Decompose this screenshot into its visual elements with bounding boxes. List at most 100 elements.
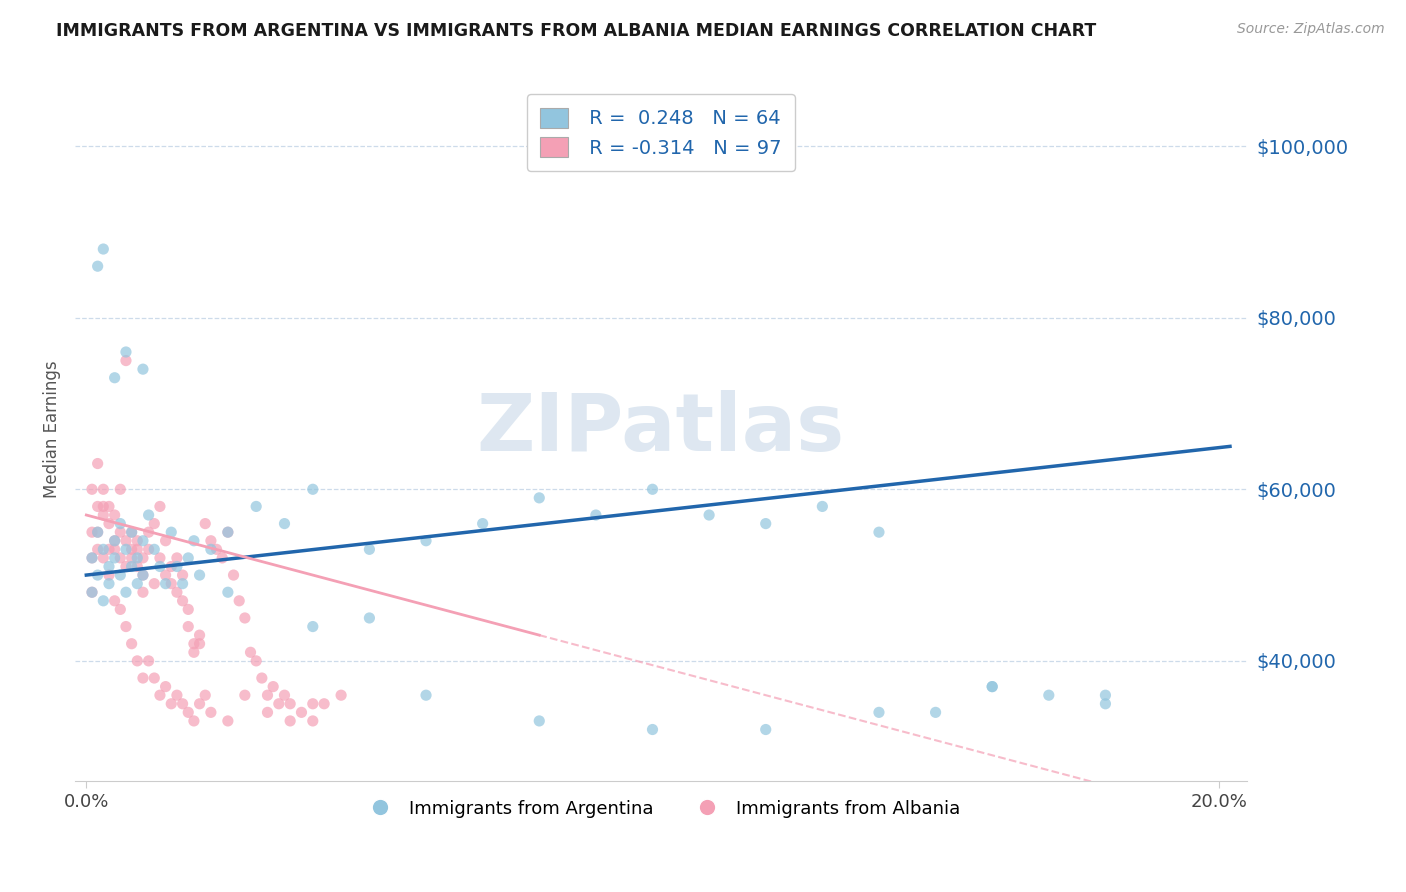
Point: [155, 568, 177, 582]
Point: [86, 500, 108, 514]
Point: [132, 585, 155, 599]
Point: [194, 516, 217, 531]
Point: [80, 585, 103, 599]
Point: [273, 516, 295, 531]
Point: [301, 619, 323, 633]
Point: [80, 483, 103, 497]
Point: [529, 491, 551, 505]
Point: [138, 542, 160, 557]
Point: [172, 697, 194, 711]
Point: [160, 525, 183, 540]
Point: [217, 525, 239, 540]
Point: [188, 637, 211, 651]
Point: [981, 680, 1004, 694]
Point: [245, 500, 267, 514]
Point: [641, 483, 664, 497]
Point: [110, 525, 132, 540]
Point: [143, 542, 166, 557]
Point: [110, 568, 132, 582]
Point: [314, 697, 336, 711]
Point: [755, 516, 778, 531]
Point: [149, 559, 172, 574]
Point: [80, 585, 103, 599]
Point: [172, 594, 194, 608]
Point: [200, 533, 222, 548]
Point: [143, 671, 166, 685]
Point: [188, 628, 211, 642]
Point: [110, 483, 132, 497]
Point: [91, 242, 114, 256]
Point: [301, 714, 323, 728]
Point: [104, 533, 127, 548]
Point: [143, 576, 166, 591]
Point: [217, 585, 239, 599]
Point: [132, 671, 155, 685]
Point: [91, 500, 114, 514]
Point: [697, 508, 720, 522]
Point: [86, 542, 108, 557]
Point: [121, 542, 143, 557]
Point: [194, 688, 217, 702]
Point: [811, 500, 834, 514]
Point: [183, 714, 205, 728]
Point: [155, 680, 177, 694]
Point: [121, 525, 143, 540]
Point: [91, 483, 114, 497]
Point: [80, 550, 103, 565]
Point: [86, 525, 108, 540]
Point: [121, 525, 143, 540]
Point: [127, 559, 149, 574]
Point: [149, 500, 172, 514]
Point: [166, 559, 188, 574]
Point: [115, 353, 138, 368]
Point: [211, 550, 233, 565]
Point: [1094, 688, 1116, 702]
Point: [127, 654, 149, 668]
Point: [115, 542, 138, 557]
Point: [359, 542, 381, 557]
Point: [121, 637, 143, 651]
Point: [127, 533, 149, 548]
Point: [98, 576, 121, 591]
Point: [86, 259, 108, 273]
Point: [98, 559, 121, 574]
Point: [104, 370, 127, 384]
Point: [188, 568, 211, 582]
Point: [217, 525, 239, 540]
Point: [183, 637, 205, 651]
Point: [98, 516, 121, 531]
Point: [86, 457, 108, 471]
Point: [188, 697, 211, 711]
Point: [86, 568, 108, 582]
Point: [115, 619, 138, 633]
Point: [91, 594, 114, 608]
Text: IMMIGRANTS FROM ARGENTINA VS IMMIGRANTS FROM ALBANIA MEDIAN EARNINGS CORRELATION: IMMIGRANTS FROM ARGENTINA VS IMMIGRANTS …: [56, 22, 1097, 40]
Point: [256, 706, 278, 720]
Point: [91, 508, 114, 522]
Point: [127, 542, 149, 557]
Point: [132, 550, 155, 565]
Point: [115, 345, 138, 359]
Point: [868, 706, 890, 720]
Point: [110, 602, 132, 616]
Point: [415, 688, 437, 702]
Point: [160, 576, 183, 591]
Point: [86, 525, 108, 540]
Point: [166, 688, 188, 702]
Point: [1038, 688, 1060, 702]
Point: [471, 516, 494, 531]
Point: [98, 568, 121, 582]
Point: [177, 619, 200, 633]
Point: [233, 611, 256, 625]
Point: [166, 550, 188, 565]
Y-axis label: Median Earnings: Median Earnings: [44, 360, 60, 498]
Point: [233, 688, 256, 702]
Point: [115, 533, 138, 548]
Text: Source: ZipAtlas.com: Source: ZipAtlas.com: [1237, 22, 1385, 37]
Point: [217, 714, 239, 728]
Point: [138, 525, 160, 540]
Point: [155, 533, 177, 548]
Point: [138, 508, 160, 522]
Point: [924, 706, 946, 720]
Point: [132, 568, 155, 582]
